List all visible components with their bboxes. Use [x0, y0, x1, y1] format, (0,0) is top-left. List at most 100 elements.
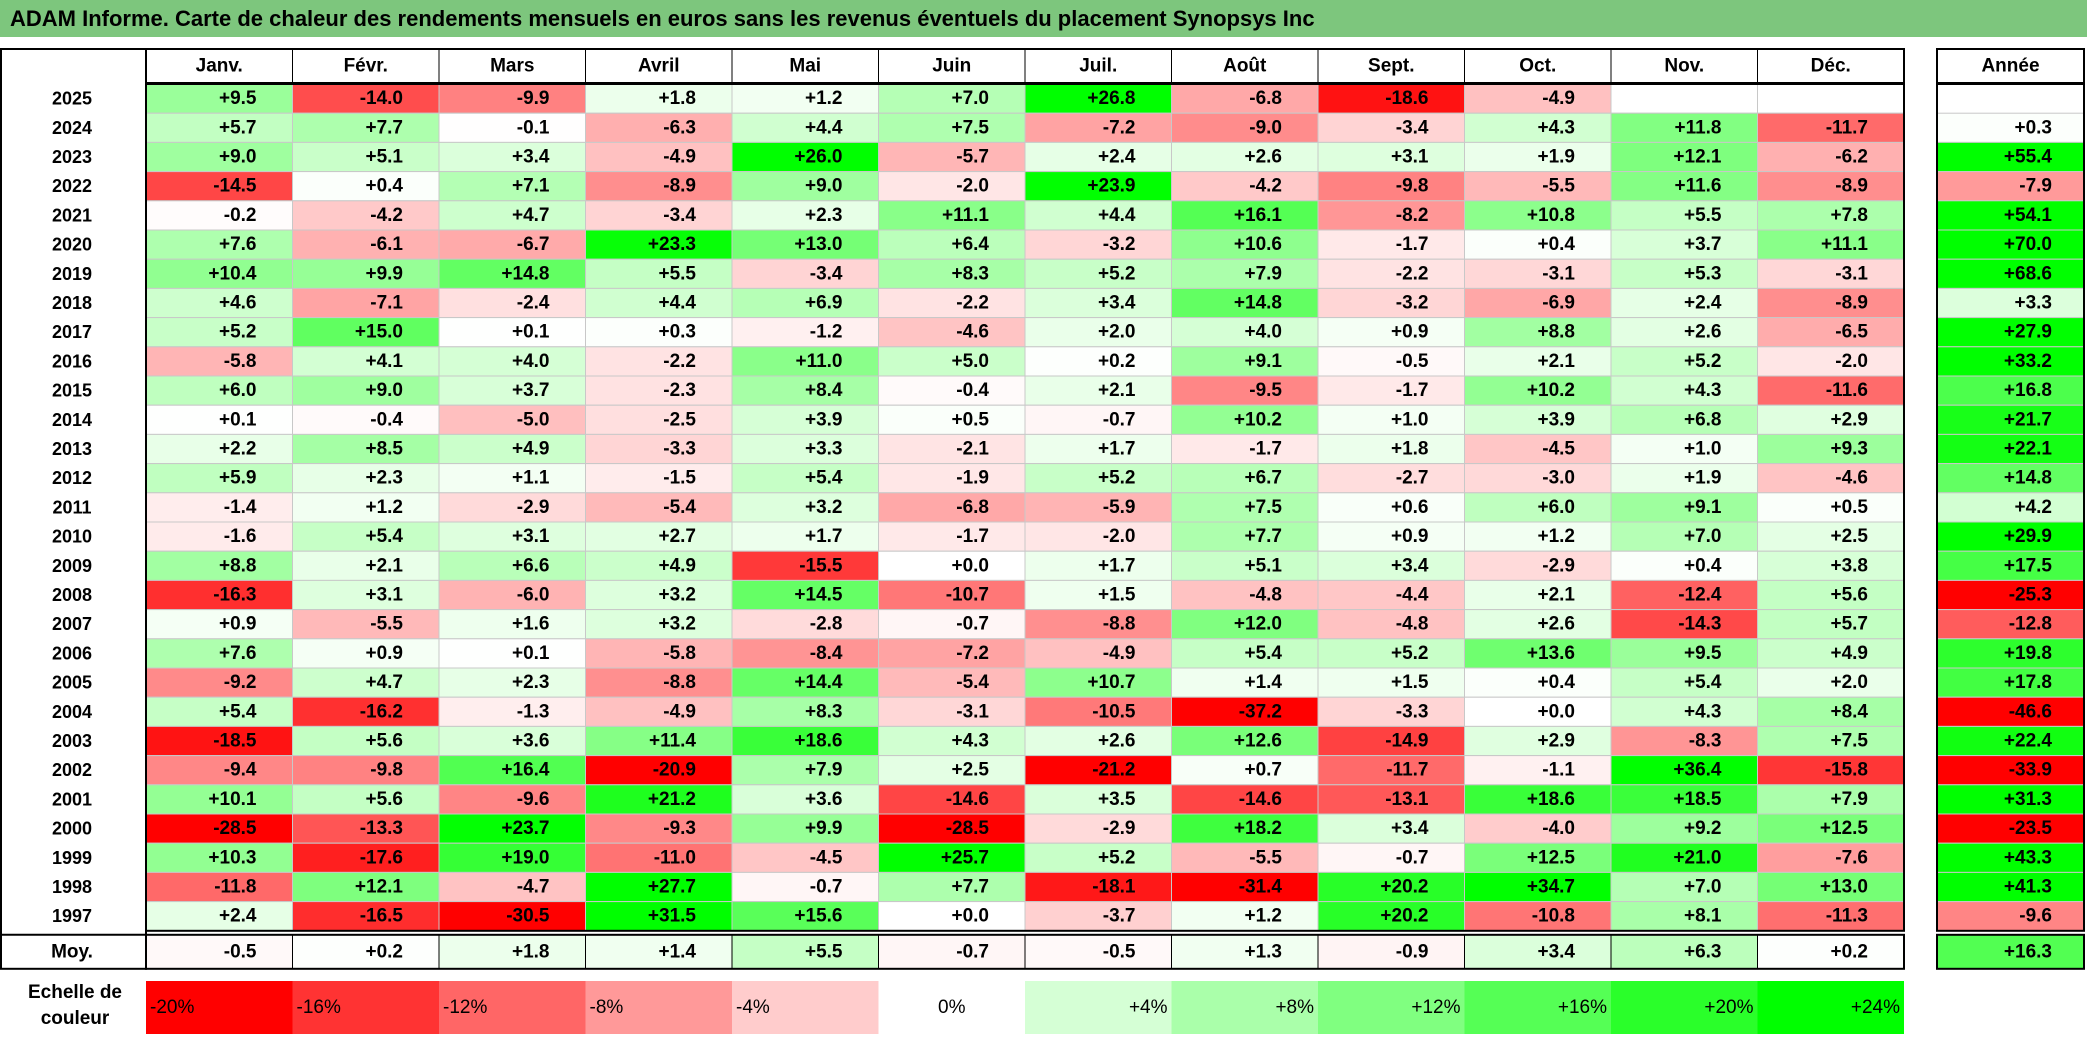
heatmap-cell [878, 171, 1026, 202]
cell-value: +10.7 [1087, 672, 1135, 693]
cell-value: -6.0 [517, 585, 550, 606]
heatmap-cell [292, 521, 440, 552]
annual-cell [1936, 141, 2085, 173]
heatmap-cell [1464, 609, 1612, 640]
cell-value: +31.5 [648, 906, 697, 927]
year-label: 2009 [52, 556, 92, 576]
cell-value: +12.0 [1234, 614, 1282, 635]
average-cell [1610, 934, 1758, 970]
cell-value: -9.8 [1396, 176, 1429, 197]
cell-value: -2.5 [663, 409, 696, 430]
heatmap-cell [731, 579, 879, 611]
cell-value: -1.5 [663, 468, 696, 489]
year-label: 2019 [52, 264, 92, 284]
heatmap-cell [438, 83, 586, 114]
heatmap-cell [1464, 579, 1612, 611]
color-scale-swatch [1171, 981, 1318, 1034]
cell-value: +1.2 [805, 88, 843, 109]
heatmap-cell [1024, 433, 1172, 465]
year-label: 2022 [52, 176, 92, 196]
annual-cell [1936, 755, 2085, 786]
heatmap-cell [585, 346, 733, 377]
heatmap-cell [1317, 171, 1465, 202]
heatmap-cell [1610, 229, 1758, 260]
cell-value: +4.3 [1684, 380, 1722, 401]
heatmap-cell [585, 112, 733, 143]
cell-value: +0.9 [1391, 322, 1429, 343]
cell-value: +2.1 [1537, 351, 1575, 372]
average-cell [1024, 934, 1172, 970]
heatmap-cell [292, 492, 440, 523]
cell-value: +3.4 [1391, 555, 1429, 576]
cell-value: -0.5 [1396, 351, 1429, 372]
cell-value: +1.8 [1391, 439, 1429, 460]
cell-value: +5.2 [1098, 847, 1136, 868]
heatmap-cell [1171, 638, 1319, 669]
cell-value: -9.5 [1249, 380, 1282, 401]
year-label: 2000 [52, 819, 92, 839]
heatmap-cell [1610, 842, 1758, 873]
heatmap-cell [1024, 579, 1172, 611]
annual-value: +17.8 [2004, 672, 2052, 693]
color-scale-stop: -4% [736, 997, 770, 1018]
cell-value: +1.8 [658, 88, 696, 109]
heatmap-cell [1464, 638, 1612, 669]
cell-value: -6.3 [663, 117, 696, 138]
color-scale-stop: -16% [297, 997, 341, 1018]
cell-value: +5.2 [1098, 263, 1136, 284]
heatmap-cell [1610, 463, 1758, 494]
color-scale-swatch [1464, 981, 1611, 1034]
cell-value: +1.6 [512, 614, 550, 635]
cell-value: +16.4 [501, 760, 550, 781]
heatmap-cell [1464, 287, 1612, 319]
cell-value: -8.9 [663, 176, 696, 197]
heatmap-cell [292, 258, 440, 289]
annual-value: +54.1 [2004, 205, 2053, 226]
heatmap-cell [1464, 755, 1612, 786]
cell-value: -7.1 [370, 293, 403, 314]
cell-value: -11.3 [1826, 906, 1868, 927]
heatmap-cell [1464, 696, 1612, 727]
heatmap-cell [292, 638, 440, 669]
heatmap-cell [145, 171, 293, 202]
cell-value: -16.2 [360, 701, 403, 722]
heatmap-cell [1464, 521, 1612, 552]
cell-value: +11.8 [1674, 117, 1721, 138]
heatmap-cell [585, 521, 733, 552]
cell-value: +8.1 [1684, 906, 1722, 927]
cell-value: +1.7 [1098, 555, 1136, 576]
cell-value: +7.0 [1684, 877, 1722, 898]
cell-value: +2.1 [1098, 380, 1136, 401]
cell-value: +2.0 [1098, 322, 1136, 343]
average-value: +1.4 [658, 941, 696, 962]
cell-value: +4.9 [512, 439, 550, 460]
cell-value: +11.4 [649, 731, 696, 752]
annual-cell [1936, 871, 2085, 903]
heatmap-cell [438, 696, 586, 727]
heatmap-cell [1610, 521, 1758, 552]
month-header: Avril [638, 56, 680, 77]
cell-value: +2.7 [658, 526, 696, 547]
cell-value: +4.4 [805, 117, 843, 138]
heatmap-cell [731, 317, 879, 348]
year-label: 2024 [52, 118, 92, 138]
cell-value: +12.1 [355, 877, 404, 898]
cell-value: +34.7 [1527, 877, 1575, 898]
heatmap-cell [585, 463, 733, 494]
heatmap-cell [878, 433, 1026, 465]
heatmap-cell [585, 258, 733, 289]
annual-cell [1936, 725, 2085, 757]
heatmap-cell [1024, 229, 1172, 260]
heatmap-cell [585, 433, 733, 465]
cell-value: +4.0 [512, 351, 550, 372]
cell-value: +9.5 [1684, 643, 1722, 664]
cell-value: -5.5 [1249, 847, 1282, 868]
cell-value: +5.4 [219, 701, 257, 722]
average-value: +0.2 [1830, 941, 1868, 962]
cell-value: +1.0 [1391, 409, 1429, 430]
cell-value: +10.8 [1527, 205, 1575, 226]
heatmap-cell [1171, 171, 1319, 202]
heatmap-cell [1024, 667, 1172, 698]
heatmap-cell [1171, 346, 1319, 377]
heatmap-cell [1610, 725, 1758, 757]
